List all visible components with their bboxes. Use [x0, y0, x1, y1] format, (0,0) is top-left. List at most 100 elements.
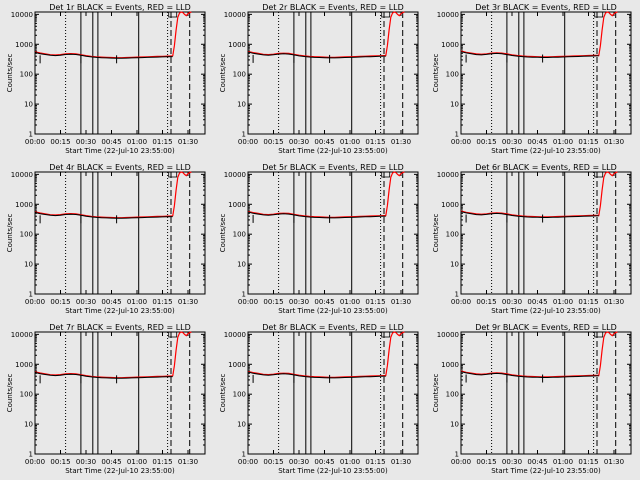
y-tick-label: 10000: [437, 331, 459, 339]
chart-panel-9: Det 9r BLACK = Events, RED = LLD 1 10 100 10…: [426, 320, 639, 480]
y-tick-label: 10000: [11, 11, 33, 19]
series-events-line: [247, 371, 386, 379]
y-tick-label: 100: [20, 231, 33, 239]
y-tick-label: 10000: [11, 331, 33, 339]
x-tick-label: 01:00: [340, 138, 360, 146]
series-events-line: [247, 51, 386, 59]
x-tick-label: 01:30: [604, 138, 624, 146]
series-lld-line: [247, 331, 405, 378]
y-tick-label: 100: [20, 71, 33, 79]
x-tick-label: 01:00: [340, 458, 360, 466]
saturation-marker: [594, 171, 604, 178]
y-tick-label: 10000: [437, 171, 459, 179]
x-tick-label: 00:15: [50, 298, 70, 306]
x-tick-label: 00:15: [50, 458, 70, 466]
chart-panel-6: Det 6r BLACK = Events, RED = LLD 1 10 100 10…: [426, 160, 639, 320]
x-tick-label: 00:00: [238, 138, 258, 146]
x-tick-label: 01:15: [578, 458, 598, 466]
y-tick-label: 10: [24, 101, 33, 109]
x-tick-label: 01:30: [391, 138, 411, 146]
x-axis-label: Start Time (22-Jul-10 23:55:00): [491, 467, 601, 475]
x-tick-label: 01:00: [553, 138, 573, 146]
x-tick-label: 00:15: [476, 458, 496, 466]
chart-title: Det 4r BLACK = Events, RED = LLD: [49, 163, 191, 172]
y-tick-label: 10: [450, 421, 459, 429]
series-lld-line: [34, 331, 192, 379]
chart-panel-4: Det 4r BLACK = Events, RED = LLD 1 10 100 10…: [0, 160, 213, 320]
series-lld-line: [460, 331, 618, 378]
x-tick-label: 01:30: [391, 298, 411, 306]
plot-frame: [34, 171, 206, 295]
series-events-line: [247, 211, 386, 219]
x-tick-label: 00:30: [502, 458, 522, 466]
x-tick-label: 01:30: [604, 298, 624, 306]
series-events-line: [34, 371, 173, 379]
x-tick-label: 00:00: [25, 298, 45, 306]
series-lld-line: [34, 171, 192, 219]
x-axis-label: Start Time (22-Jul-10 23:55:00): [65, 147, 175, 155]
x-tick-label: 00:45: [101, 458, 121, 466]
y-tick-label: 1000: [441, 201, 459, 209]
x-tick-label: 01:15: [578, 298, 598, 306]
saturation-marker: [381, 331, 391, 338]
chart-title: Det 8r BLACK = Events, RED = LLD: [262, 323, 404, 332]
plot-frame: [247, 331, 419, 455]
x-tick-label: 00:45: [314, 138, 334, 146]
x-axis-label: Start Time (22-Jul-10 23:55:00): [65, 467, 175, 475]
chart-title: Det 1r BLACK = Events, RED = LLD: [49, 3, 191, 12]
saturation-marker: [168, 331, 178, 338]
y-tick-label: 10: [24, 261, 33, 269]
x-tick-label: 01:15: [152, 138, 172, 146]
y-tick-label: 10000: [224, 11, 246, 19]
series-events-line: [34, 51, 173, 59]
plot-frame: [460, 11, 632, 135]
x-tick-label: 00:00: [451, 138, 471, 146]
y-tick-label: 1: [29, 451, 33, 459]
x-tick-label: 00:45: [314, 458, 334, 466]
x-tick-label: 00:00: [451, 458, 471, 466]
x-tick-label: 00:00: [451, 298, 471, 306]
y-tick-label: 100: [20, 391, 33, 399]
y-tick-label: 1: [242, 291, 246, 299]
x-tick-label: 00:45: [314, 298, 334, 306]
series-lld-line: [460, 171, 618, 218]
x-tick-label: 00:00: [25, 458, 45, 466]
y-tick-label: 100: [233, 391, 246, 399]
x-tick-label: 01:30: [178, 138, 198, 146]
y-tick-label: 1000: [15, 201, 33, 209]
chart-panel-5: Det 5r BLACK = Events, RED = LLD 1 10 100 10…: [213, 160, 426, 320]
y-tick-label: 10000: [11, 171, 33, 179]
y-tick-label: 10: [450, 101, 459, 109]
y-axis-label: Counts/sec: [219, 54, 227, 93]
y-tick-label: 1: [29, 131, 33, 139]
chart-title: Det 9r BLACK = Events, RED = LLD: [475, 323, 617, 332]
x-tick-label: 00:45: [527, 138, 547, 146]
y-tick-label: 10: [237, 421, 246, 429]
series-events-line: [460, 211, 599, 218]
y-axis-label: Counts/sec: [6, 214, 14, 253]
y-tick-label: 1: [455, 451, 459, 459]
plot-frame: [34, 331, 206, 455]
y-tick-label: 10000: [224, 171, 246, 179]
series-events-line: [460, 51, 599, 58]
y-tick-label: 100: [233, 71, 246, 79]
saturation-marker: [594, 11, 604, 18]
series-lld-line: [247, 171, 405, 218]
plot-frame: [460, 171, 632, 295]
y-axis-label: Counts/sec: [432, 214, 440, 253]
x-tick-label: 00:45: [527, 298, 547, 306]
x-tick-label: 01:15: [365, 458, 385, 466]
saturation-marker: [594, 331, 604, 338]
x-tick-label: 00:45: [101, 138, 121, 146]
saturation-marker: [381, 11, 391, 18]
x-tick-label: 01:30: [604, 458, 624, 466]
y-tick-label: 1000: [441, 361, 459, 369]
series-lld-line: [247, 11, 405, 58]
x-tick-label: 00:30: [76, 138, 96, 146]
chart-panel-1: Det 1r BLACK = Events, RED = LLD 1 10 100 10…: [0, 0, 213, 160]
x-tick-label: 00:30: [76, 458, 96, 466]
x-tick-label: 01:15: [365, 138, 385, 146]
y-tick-label: 1000: [228, 41, 246, 49]
x-tick-label: 00:00: [25, 138, 45, 146]
